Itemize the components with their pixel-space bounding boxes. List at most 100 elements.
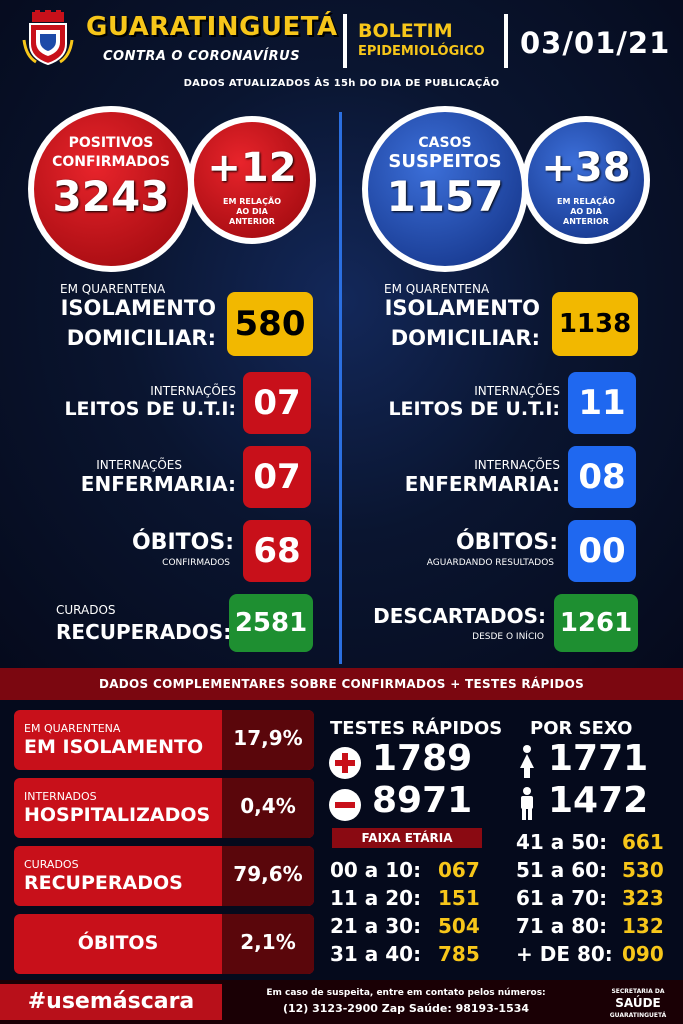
age-value: 132 (622, 914, 664, 938)
pct-row-isolation: EM QUARENTENA EM ISOLAMENTO 17,9% (14, 710, 314, 770)
age-title: FAIXA ETÁRIA (332, 828, 482, 848)
female-icon (520, 745, 534, 778)
confirmed-label-2: CONFIRMADOS (52, 154, 170, 170)
pct-row-hospitalized: INTERNADOS HOSPITALIZADOS 0,4% (14, 778, 314, 838)
pct-row-small: CURADOS (24, 858, 79, 871)
suspected-discarded-value: 1261 (554, 594, 638, 652)
confirmed-label-1: POSITIVOS (68, 135, 154, 151)
pct-row-recovered: CURADOS RECUPERADOS 79,6% (14, 846, 314, 906)
confirmed-ward-small: INTERNAÇÕES (96, 458, 182, 472)
bulletin-subtitle: EPIDEMIOLÓGICO (358, 44, 485, 59)
pct-row-value: 2,1% (240, 930, 296, 954)
header-divider (343, 14, 347, 68)
health-logo-small: SECRETARIA DA (611, 988, 665, 995)
suspected-quarantine-label-1: ISOLAMENTO (384, 296, 540, 320)
age-range: 41 a 50: (516, 830, 608, 854)
suspected-label-1: CASOS (418, 135, 472, 151)
pct-row-value: 17,9% (233, 726, 303, 750)
confirmed-value: 3243 (52, 172, 170, 221)
suspected-delta: +38 (541, 145, 631, 191)
health-logo-big: SAÚDE (615, 996, 661, 1010)
confirmed-delta-circle: +12 EM RELAÇÃO AO DIA ANTERIOR (188, 116, 316, 244)
delta-note-3: ANTERIOR (229, 217, 275, 226)
contact-line-2: (12) 3123-2900 Zap Saúde: 98193-1534 (282, 1002, 530, 1015)
age-value: 067 (438, 858, 480, 882)
suspected-circle: CASOS SUSPEITOS 1157 (362, 106, 528, 272)
pct-row-label: EM ISOLAMENTO (24, 736, 204, 758)
suspected-ward-label: ENFERMARIA: (404, 472, 560, 496)
rapid-positive-value: 1789 (372, 738, 473, 779)
update-note: DADOS ATUALIZADOS ÀS 15h DO DIA DE PUBLI… (183, 78, 500, 89)
confirmed-quarantine-value: 580 (227, 292, 313, 356)
confirmed-quarantine-label-2: DOMICILIAR: (66, 326, 216, 350)
city-crest-icon (22, 10, 74, 66)
delta-note-3: ANTERIOR (563, 217, 609, 226)
age-range: 51 a 60: (516, 858, 608, 882)
delta-note-2: AO DIA (570, 207, 602, 216)
delta-note-1: EM RELAÇÃO (223, 197, 281, 206)
age-range: 21 a 30: (330, 914, 422, 938)
suspected-value: 1157 (386, 172, 504, 221)
confirmed-icu-small: INTERNAÇÕES (150, 384, 236, 398)
suspected-icu-label: LEITOS DE U.T.I: (388, 398, 560, 420)
contact-line-1: Em caso de suspeita, entre em contato pe… (266, 988, 546, 998)
age-value: 090 (622, 942, 664, 966)
age-range: 61 a 70: (516, 886, 608, 910)
suspected-icu-value: 11 (568, 372, 636, 434)
plus-icon (329, 747, 361, 779)
female-value: 1771 (548, 738, 649, 779)
campaign-subtitle: CONTRA O CORONAVÍRUS (103, 49, 301, 64)
confirmed-icu-value: 07 (243, 372, 311, 434)
header-divider-2 (504, 14, 508, 68)
suspected-deaths-value: 00 (568, 520, 636, 582)
confirmed-ward-value: 07 (243, 446, 311, 508)
health-logo-city: GUARATINGUETÁ (609, 1012, 667, 1019)
male-value: 1472 (548, 780, 649, 821)
confirmed-quarantine-small: EM QUARENTENA (60, 282, 166, 296)
age-range: 31 a 40: (330, 942, 422, 966)
complementary-title: DADOS COMPLEMENTARES SOBRE CONFIRMADOS +… (0, 668, 683, 700)
column-divider (339, 112, 342, 664)
rapid-tests-title: TESTES RÁPIDOS (330, 718, 503, 739)
suspected-discarded-small: DESDE O INÍCIO (472, 632, 544, 642)
age-value: 504 (438, 914, 480, 938)
by-sex-title: POR SEXO (530, 718, 633, 739)
pct-row-small: INTERNADOS (24, 790, 97, 803)
confirmed-quarantine-label-1: ISOLAMENTO (60, 296, 216, 320)
pct-row-value: 0,4% (240, 794, 296, 818)
pct-row-deaths: ÓBITOS 2,1% (14, 914, 314, 974)
hashtag: #usemáscara (0, 984, 222, 1020)
confirmed-ward-label: ENFERMARIA: (80, 472, 236, 496)
delta-note-1: EM RELAÇÃO (557, 197, 615, 206)
confirmed-cured-label: RECUPERADOS: (56, 620, 232, 644)
suspected-quarantine-small: EM QUARENTENA (384, 282, 490, 296)
confirmed-icu-label: LEITOS DE U.T.I: (64, 398, 236, 420)
confirmed-deaths-small: CONFIRMADOS (162, 558, 230, 568)
confirmed-cured-small: CURADOS (56, 603, 116, 617)
pct-row-label: HOSPITALIZADOS (24, 804, 211, 826)
suspected-deaths-small: AGUARDANDO RESULTADOS (426, 558, 554, 568)
suspected-label-2: SUSPEITOS (388, 151, 502, 172)
suspected-ward-small: INTERNAÇÕES (474, 458, 560, 472)
pct-row-label: ÓBITOS (77, 932, 159, 954)
delta-note-2: AO DIA (236, 207, 268, 216)
age-range: + DE 80: (516, 942, 613, 966)
age-value: 661 (622, 830, 664, 854)
suspected-discarded-label: DESCARTADOS: (373, 604, 546, 628)
bulletin-title: BOLETIM (358, 20, 453, 42)
pct-row-label: RECUPERADOS (24, 872, 183, 894)
age-range: 00 a 10: (330, 858, 422, 882)
age-range: 11 a 20: (330, 886, 422, 910)
age-value: 323 (622, 886, 664, 910)
suspected-delta-circle: +38 EM RELAÇÃO AO DIA ANTERIOR (522, 116, 650, 244)
pct-row-small: EM QUARENTENA (24, 722, 121, 735)
minus-icon (329, 789, 361, 821)
rapid-negative-value: 8971 (372, 780, 473, 821)
suspected-deaths-label: ÓBITOS: (455, 530, 558, 555)
age-value: 530 (622, 858, 664, 882)
age-value: 151 (438, 886, 480, 910)
confirmed-deaths-label: ÓBITOS: (131, 530, 234, 555)
age-value: 785 (438, 942, 480, 966)
age-range: 71 a 80: (516, 914, 608, 938)
confirmed-delta: +12 (207, 145, 297, 191)
